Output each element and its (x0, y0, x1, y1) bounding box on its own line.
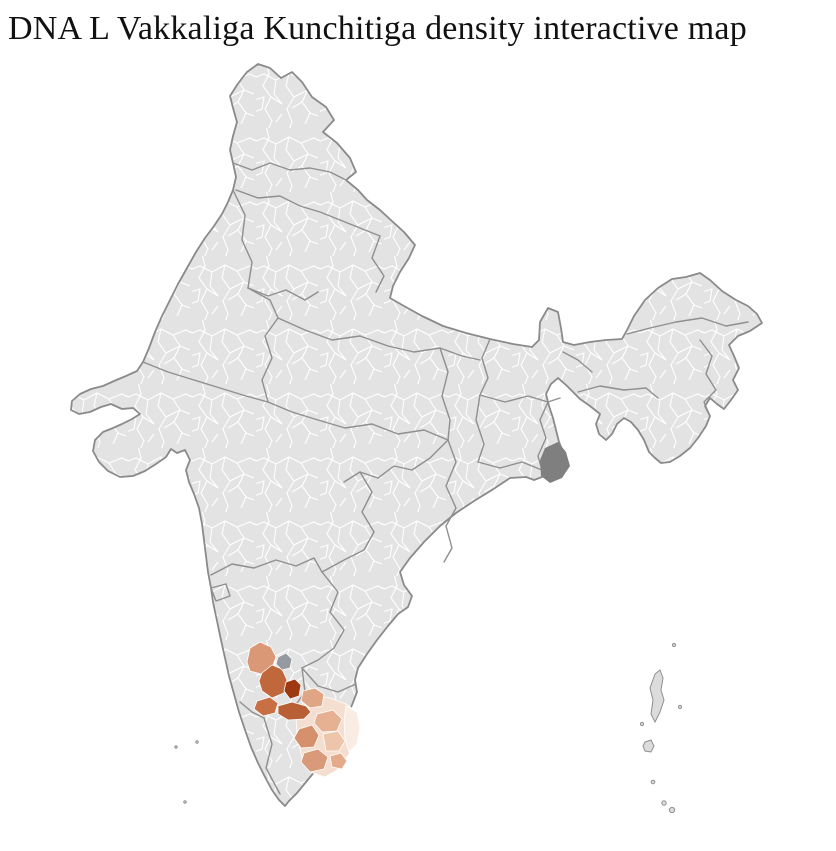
state-border (479, 394, 561, 403)
island (174, 745, 178, 749)
island (668, 806, 676, 814)
island (195, 740, 199, 744)
state-border (537, 401, 549, 471)
state-border (577, 385, 659, 399)
island (661, 800, 667, 806)
district-dark[interactable] (258, 664, 288, 699)
district-medium[interactable] (253, 696, 279, 717)
state-border (439, 347, 451, 441)
state-border (443, 439, 457, 563)
state-border (235, 189, 381, 237)
state-border (475, 394, 543, 471)
state-border (371, 235, 385, 293)
state-border (142, 361, 269, 403)
island (650, 779, 656, 785)
islands (174, 642, 683, 814)
district-darkest[interactable] (283, 678, 302, 700)
state-border (277, 317, 481, 361)
district-pale[interactable] (322, 730, 346, 752)
district-dark-band[interactable] (277, 701, 312, 721)
state-border (562, 351, 593, 373)
state-border (247, 287, 319, 301)
district-medium2[interactable] (293, 724, 320, 749)
page-title: DNA L Vakkaliga Kunchitiga density inter… (8, 10, 747, 47)
highlighted-districts[interactable] (246, 641, 361, 778)
state-border (247, 287, 279, 403)
state-border (267, 401, 449, 441)
state-border (626, 317, 749, 335)
district-tan[interactable] (246, 641, 277, 675)
state-border (321, 471, 375, 573)
island (649, 669, 665, 724)
district-urban-gray[interactable] (275, 652, 293, 671)
district-light-tan[interactable] (300, 687, 325, 709)
state-boundaries (142, 162, 749, 795)
delta-patch (540, 442, 570, 483)
island (671, 642, 677, 648)
island (639, 721, 645, 727)
state-border (699, 339, 717, 417)
state-border (479, 338, 491, 396)
state-border (232, 162, 347, 181)
island (183, 800, 187, 804)
district-medium3[interactable] (300, 748, 329, 773)
state-border (239, 701, 281, 795)
state-border (210, 583, 231, 602)
state-border (301, 571, 345, 669)
district-faint-east[interactable] (343, 705, 361, 753)
india-landmass[interactable] (70, 63, 763, 807)
island (677, 704, 683, 710)
district-light2[interactable] (329, 752, 348, 770)
state-border (301, 667, 357, 693)
state-border (210, 557, 323, 576)
island (642, 739, 655, 753)
state-border (232, 189, 253, 289)
